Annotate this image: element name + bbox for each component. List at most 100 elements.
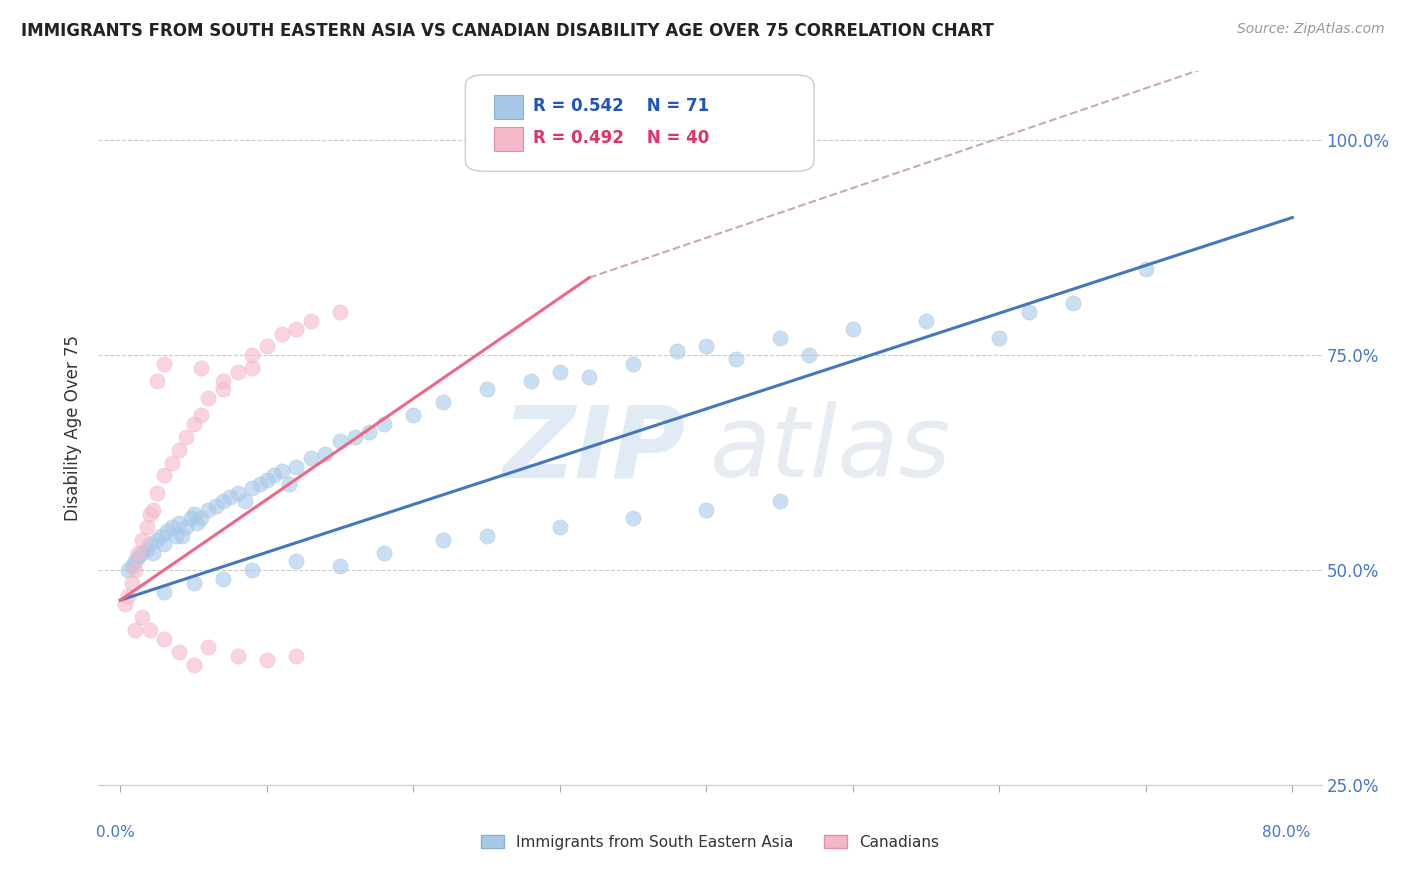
Point [240, 361, 263, 376]
Point [329, 434, 352, 448]
Text: atlas: atlas [710, 401, 952, 498]
Point [314, 447, 336, 461]
Point [240, 563, 263, 577]
Point [263, 468, 285, 483]
Point [666, 343, 689, 358]
Point [724, 352, 747, 367]
Point [124, 624, 146, 638]
Point [180, 511, 202, 525]
Point [226, 485, 249, 500]
Point [124, 563, 146, 577]
Text: 0.0%: 0.0% [96, 825, 135, 840]
Point [475, 528, 498, 542]
Point [240, 481, 263, 495]
Point [127, 550, 149, 565]
Point [1018, 305, 1040, 319]
Point [212, 572, 235, 586]
Point [197, 640, 219, 655]
Point [256, 653, 278, 667]
Point [121, 558, 143, 573]
Point [285, 648, 308, 663]
Point [277, 477, 299, 491]
Point [285, 322, 308, 336]
Point [160, 456, 183, 470]
Point [768, 331, 790, 345]
Text: IMMIGRANTS FROM SOUTH EASTERN ASIA VS CANADIAN DISABILITY AGE OVER 75 CORRELATIO: IMMIGRANTS FROM SOUTH EASTERN ASIA VS CA… [21, 22, 994, 40]
Point [167, 442, 190, 457]
Point [226, 365, 249, 379]
FancyBboxPatch shape [494, 127, 523, 152]
Point [695, 503, 717, 517]
Point [621, 511, 644, 525]
Text: R = 0.542    N = 71: R = 0.542 N = 71 [533, 96, 709, 114]
Point [270, 464, 292, 478]
Point [142, 546, 165, 560]
Point [190, 511, 212, 525]
Point [167, 645, 190, 659]
Point [124, 554, 146, 568]
Point [142, 503, 165, 517]
Point [138, 537, 160, 551]
Point [176, 430, 198, 444]
Point [170, 528, 193, 542]
Point [183, 417, 205, 431]
Point [153, 468, 176, 483]
Point [190, 409, 212, 423]
Point [285, 459, 308, 474]
Point [176, 520, 198, 534]
Point [150, 528, 173, 542]
Point [256, 339, 278, 353]
Point [578, 369, 600, 384]
Point [212, 374, 235, 388]
Point [153, 537, 176, 551]
Point [117, 589, 139, 603]
Point [160, 520, 183, 534]
Point [190, 361, 212, 376]
Point [153, 632, 176, 646]
Point [285, 554, 308, 568]
Point [240, 348, 263, 362]
Point [138, 507, 160, 521]
Point [329, 305, 352, 319]
Point [156, 524, 179, 539]
Point [153, 357, 176, 371]
Point [212, 494, 235, 508]
Point [121, 575, 143, 590]
Point [842, 322, 865, 336]
Text: 80.0%: 80.0% [1263, 825, 1310, 840]
Point [131, 533, 153, 547]
Point [1062, 296, 1084, 310]
Point [131, 546, 153, 560]
Point [373, 546, 395, 560]
Point [131, 610, 153, 624]
Text: Source: ZipAtlas.com: Source: ZipAtlas.com [1237, 22, 1385, 37]
FancyBboxPatch shape [465, 75, 814, 171]
Point [548, 365, 571, 379]
Text: R = 0.492    N = 40: R = 0.492 N = 40 [533, 129, 709, 147]
Y-axis label: Disability Age Over 75: Disability Age Over 75 [65, 335, 83, 521]
Legend: Immigrants from South Eastern Asia, Canadians: Immigrants from South Eastern Asia, Cana… [475, 829, 945, 855]
Point [135, 520, 157, 534]
Point [165, 528, 187, 542]
Point [146, 485, 169, 500]
Point [299, 314, 322, 328]
Point [138, 624, 160, 638]
Point [117, 563, 139, 577]
Point [988, 331, 1011, 345]
Point [114, 598, 136, 612]
Point [373, 417, 395, 431]
Point [197, 503, 219, 517]
Point [299, 451, 322, 466]
Point [233, 494, 256, 508]
Point [475, 383, 498, 397]
Point [212, 383, 235, 397]
Point [249, 477, 271, 491]
Point [621, 357, 644, 371]
Point [226, 648, 249, 663]
Point [183, 507, 205, 521]
Point [270, 326, 292, 341]
Point [167, 516, 190, 530]
Point [695, 339, 717, 353]
Point [329, 558, 352, 573]
Point [183, 575, 205, 590]
